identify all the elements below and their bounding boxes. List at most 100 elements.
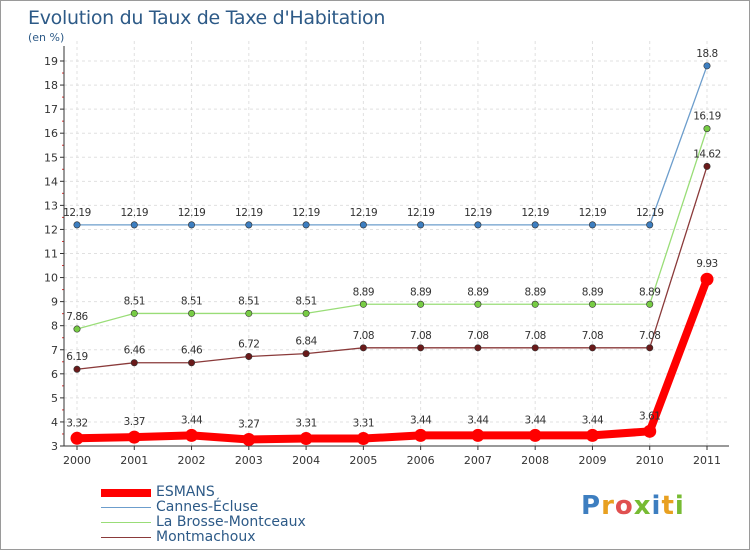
series-line <box>76 277 711 444</box>
data-label: 3.31 <box>295 418 316 430</box>
x-tick-label: 2004 <box>292 454 320 467</box>
data-point <box>474 344 482 352</box>
data-point <box>703 62 711 70</box>
chart-subtitle: (en %) <box>28 31 65 44</box>
x-tick-label: 2007 <box>464 454 492 467</box>
data-point <box>73 365 81 373</box>
x-tick-label: 2001 <box>120 454 148 467</box>
data-label: 12.19 <box>521 207 549 219</box>
y-tick-label: 9 <box>51 296 58 309</box>
data-point <box>127 430 141 444</box>
series-line <box>76 128 708 330</box>
legend-label: Montmachoux <box>156 529 256 545</box>
data-point <box>359 221 367 229</box>
logo-letter: P <box>581 491 602 521</box>
y-tick-label: 10 <box>44 272 58 285</box>
data-label: 8.89 <box>410 286 431 298</box>
data-point <box>474 300 482 308</box>
data-point <box>471 428 485 442</box>
y-tick-label: 17 <box>44 103 58 116</box>
data-point <box>646 300 654 308</box>
data-point <box>245 352 253 360</box>
logo-letter: t <box>661 491 675 521</box>
data-label: 9.93 <box>696 258 717 270</box>
data-point <box>417 221 425 229</box>
data-label: 7.08 <box>639 330 660 342</box>
legend-label: ESMANS <box>156 484 215 500</box>
data-label: 7.08 <box>410 330 431 342</box>
series <box>70 62 714 447</box>
logo-letter: r <box>601 491 615 521</box>
data-point <box>700 272 714 286</box>
data-label: 8.89 <box>524 286 545 298</box>
data-label: 7.08 <box>467 330 488 342</box>
data-point <box>531 221 539 229</box>
data-label: 3.44 <box>524 414 546 426</box>
logo-letter: x <box>633 491 652 521</box>
data-label: 6.19 <box>66 351 87 363</box>
proxiti-logo: Proxiti <box>581 491 685 521</box>
data-point <box>588 221 596 229</box>
data-point <box>356 432 370 446</box>
data-label: 3.61 <box>639 410 660 422</box>
data-point <box>474 221 482 229</box>
data-point <box>73 325 81 333</box>
data-label: 3.31 <box>353 418 374 430</box>
data-label: 12.19 <box>464 207 492 219</box>
data-label: 12.19 <box>178 207 206 219</box>
data-label: 12.19 <box>63 207 91 219</box>
legend-swatch-la-brosse-montceaux <box>101 522 151 523</box>
data-label: 3.44 <box>467 414 489 426</box>
data-point <box>703 162 711 170</box>
data-label: 3.27 <box>238 419 259 431</box>
data-label: 8.89 <box>467 286 488 298</box>
data-point <box>643 424 657 438</box>
x-tick-label: 2011 <box>693 454 721 467</box>
y-tick-label: 14 <box>44 175 58 188</box>
data-point <box>302 309 310 317</box>
y-tick-label: 5 <box>51 392 58 405</box>
data-point <box>646 344 654 352</box>
data-point <box>359 300 367 308</box>
data-point <box>188 359 196 367</box>
legend-label: La Brosse-Montceaux <box>156 514 306 530</box>
data-point <box>528 428 542 442</box>
data-point <box>302 350 310 358</box>
data-label: 7.08 <box>524 330 545 342</box>
y-tick-label: 19 <box>44 55 58 68</box>
logo-letter: i <box>651 491 662 521</box>
data-point <box>646 221 654 229</box>
data-label: 6.46 <box>124 345 146 357</box>
y-tick-label: 15 <box>44 151 58 164</box>
data-labels: 12.19 12.19 12.19 12.19 12.19 12.19 12.19 12.19… <box>63 48 721 431</box>
data-label: 3.44 <box>582 414 604 426</box>
data-point <box>588 344 596 352</box>
grid <box>64 41 729 447</box>
legend-swatch-esmans <box>101 489 151 497</box>
logo-letter: i <box>674 491 685 521</box>
data-label: 8.51 <box>181 295 202 307</box>
y-tick-label: 13 <box>44 199 58 212</box>
y-tick-label: 16 <box>44 127 58 140</box>
data-label: 8.89 <box>582 286 603 298</box>
data-label: 7.08 <box>582 330 603 342</box>
y-tick-label: 7 <box>51 344 58 357</box>
x-tick-label: 2002 <box>178 454 206 467</box>
data-point <box>188 221 196 229</box>
legend-label: Cannes-Écluse <box>156 499 259 515</box>
data-point <box>417 344 425 352</box>
data-label: 6.84 <box>295 336 317 348</box>
data-label: 12.19 <box>407 207 435 219</box>
data-label: 8.51 <box>124 295 145 307</box>
data-label: 7.86 <box>66 311 88 323</box>
data-label: 12.19 <box>579 207 607 219</box>
data-label: 3.37 <box>124 416 145 428</box>
x-tick-label: 2006 <box>407 454 435 467</box>
y-tick-label: 18 <box>44 79 58 92</box>
data-point <box>531 300 539 308</box>
data-label: 8.51 <box>295 295 316 307</box>
data-point <box>414 428 428 442</box>
data-label: 14.62 <box>693 148 721 160</box>
